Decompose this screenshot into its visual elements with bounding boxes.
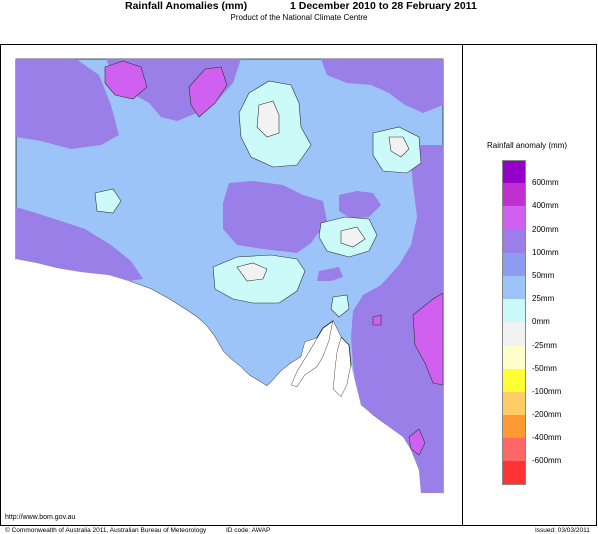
legend-label: 200mm bbox=[532, 224, 559, 234]
legend-label: 0mm bbox=[532, 317, 550, 327]
anomaly-region-cyan-coast bbox=[330, 294, 350, 318]
legend-label: 400mm bbox=[532, 201, 559, 211]
legend-swatch bbox=[502, 461, 526, 485]
anomaly-region-magenta-se bbox=[408, 428, 426, 456]
legend-label: -50mm bbox=[532, 363, 557, 373]
legend-swatch bbox=[502, 345, 526, 369]
map-frame bbox=[0, 44, 597, 526]
legend-label: -100mm bbox=[532, 386, 562, 396]
anomaly-region-magenta-nw bbox=[104, 60, 148, 100]
legend-label: 25mm bbox=[532, 294, 555, 304]
legend-label: -200mm bbox=[532, 410, 562, 420]
legend-label: -400mm bbox=[532, 433, 562, 443]
legend-label: 100mm bbox=[532, 247, 559, 257]
legend-swatch bbox=[502, 322, 526, 346]
issued-text: Issued: 03/03/2011 bbox=[535, 527, 590, 534]
legend-divider bbox=[462, 44, 463, 526]
map-title: Rainfall Anomalies (mm) bbox=[125, 0, 248, 12]
anomaly-region-nw bbox=[16, 59, 119, 149]
legend-title: Rainfall anomaly (mm) bbox=[487, 141, 568, 150]
legend-swatch bbox=[502, 391, 526, 416]
legend-label: 50mm bbox=[532, 270, 555, 280]
map-period: 1 December 2010 to 28 February 2011 bbox=[290, 0, 477, 12]
rainfall-anomaly-map bbox=[15, 58, 444, 525]
legend-swatch bbox=[502, 299, 526, 323]
anomaly-region-zero-3 bbox=[340, 226, 366, 248]
legend-label: -600mm bbox=[532, 456, 562, 466]
anomaly-region-magenta-small bbox=[372, 314, 382, 326]
legend-swatch bbox=[502, 252, 526, 276]
anomaly-region-zero-1 bbox=[256, 100, 280, 138]
map-subtitle: Product of the National Climate Centre bbox=[230, 13, 368, 22]
legend-label: 600mm bbox=[532, 178, 559, 188]
legend-swatch bbox=[502, 183, 526, 207]
legend-swatch bbox=[502, 229, 526, 253]
anomaly-region-west bbox=[16, 207, 143, 281]
anomaly-region-magenta-n bbox=[188, 66, 228, 118]
anomaly-region-east bbox=[351, 145, 443, 493]
anomaly-region-central-east bbox=[339, 191, 381, 219]
legend-label: -25mm bbox=[532, 340, 557, 350]
legend-swatch bbox=[502, 438, 526, 462]
legend-swatch bbox=[502, 160, 526, 184]
id-code-text: ID code: AWAP bbox=[226, 527, 271, 534]
anomaly-region-central bbox=[223, 181, 327, 253]
anomaly-region-ne-top bbox=[321, 59, 443, 113]
anomaly-region-magenta-e bbox=[412, 292, 444, 386]
copyright-text: © Commonwealth of Australia 2011, Austra… bbox=[5, 527, 207, 534]
anomaly-region-cyan-west bbox=[94, 188, 122, 214]
anomaly-region-zero-4 bbox=[236, 262, 268, 282]
legend-swatch bbox=[502, 275, 526, 300]
legend-swatch bbox=[502, 368, 526, 392]
legend-swatch bbox=[502, 415, 526, 439]
southern-ocean bbox=[16, 259, 443, 525]
url-text: http://www.bom.gov.au bbox=[5, 514, 76, 521]
anomaly-region-small bbox=[317, 267, 343, 281]
anomaly-region-zero-2 bbox=[388, 136, 410, 158]
legend-swatch bbox=[502, 206, 526, 230]
